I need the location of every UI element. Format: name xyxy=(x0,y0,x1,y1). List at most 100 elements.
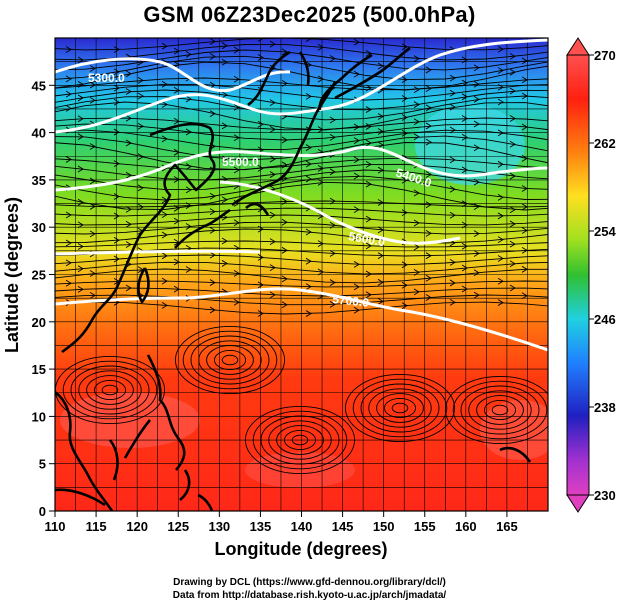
flow-arrow xyxy=(305,144,312,151)
flow-arrow xyxy=(449,258,456,266)
flow-arrow xyxy=(221,155,228,163)
flow-arrow xyxy=(161,80,168,88)
flow-arrow xyxy=(461,221,468,229)
flow-arrow xyxy=(113,128,120,136)
flow-arrow xyxy=(173,148,180,156)
flow-arrow xyxy=(425,66,432,74)
warm-patch-east xyxy=(480,400,548,460)
flow-arrow xyxy=(365,270,372,278)
coast-japan xyxy=(231,53,373,216)
flow-arrow xyxy=(365,160,372,168)
flow-arrow xyxy=(173,258,180,266)
flow-arrow xyxy=(89,143,96,150)
flow-arrow xyxy=(473,64,480,72)
streamline xyxy=(55,49,548,71)
flow-arrow xyxy=(497,160,504,168)
y-tick-label: 25 xyxy=(32,268,46,283)
streamline xyxy=(55,280,548,288)
flow-arrow xyxy=(425,274,432,282)
y-axis: 0 5 10 15 20 25 30 35 40 45 xyxy=(32,78,55,519)
flow-arrow xyxy=(113,255,120,263)
flow-arrow xyxy=(113,193,120,200)
flow-arrow xyxy=(497,129,504,137)
flow-arrow xyxy=(221,237,228,245)
circulation-streamline xyxy=(276,425,324,455)
flow-arrow xyxy=(461,166,468,174)
y-tick-label: 5 xyxy=(39,457,46,472)
flow-arrow xyxy=(125,88,132,95)
flow-arrow xyxy=(173,117,180,125)
streamline xyxy=(55,200,548,208)
flow-arrow xyxy=(521,185,528,192)
flow-arrow xyxy=(449,103,456,111)
flow-arrow xyxy=(221,260,228,267)
flow-arrow xyxy=(125,171,132,179)
flow-arrow xyxy=(65,259,72,267)
flow-arrow xyxy=(257,310,264,317)
x-tick-label: 140 xyxy=(291,519,313,534)
flow-arrow xyxy=(365,291,372,299)
streamline xyxy=(55,240,548,248)
streamline xyxy=(55,142,548,171)
circulation-streamline xyxy=(460,385,540,435)
flow-arrow xyxy=(425,252,432,260)
streamline xyxy=(55,214,548,226)
colorbar: 270 262 254 246 238 230 xyxy=(566,37,616,513)
circulation-streamline xyxy=(198,340,262,380)
circulation-streamline xyxy=(86,375,134,405)
streamline xyxy=(55,55,548,81)
flow-arrow xyxy=(509,115,516,122)
flow-arrow xyxy=(281,198,288,205)
flow-arrow xyxy=(353,156,360,164)
flow-arrow xyxy=(185,163,192,170)
flow-arrow xyxy=(365,139,372,147)
flow-arrow xyxy=(365,215,372,223)
contour-5600 xyxy=(219,180,461,245)
flow-arrow xyxy=(329,134,336,141)
flow-arrow xyxy=(401,76,408,84)
coastlines xyxy=(55,46,532,511)
flow-arrow xyxy=(173,176,180,183)
flow-arrow xyxy=(77,265,84,273)
x-tick-label: 160 xyxy=(455,519,477,534)
contour-5500 xyxy=(55,145,548,192)
flow-arrow xyxy=(449,279,456,287)
y-tick-label: 0 xyxy=(39,504,46,519)
flow-arrow xyxy=(281,246,288,254)
flow-arrow xyxy=(89,270,96,277)
flow-arrow xyxy=(137,184,144,192)
flow-arrow xyxy=(377,199,384,206)
flow-arrow xyxy=(233,104,240,111)
circulation-streamline xyxy=(260,415,340,465)
coast-new-guinea xyxy=(197,446,532,511)
flow-arrow xyxy=(353,283,360,291)
streamline xyxy=(55,261,548,275)
circulation-streamline xyxy=(291,434,309,446)
flow-arrow xyxy=(281,275,288,283)
flow-arrow xyxy=(185,186,192,194)
circulation-streamline xyxy=(252,410,348,470)
flow-arrow xyxy=(137,77,144,84)
flow-arrow xyxy=(401,281,408,289)
flow-arrow xyxy=(473,178,480,186)
flow-arrow xyxy=(329,301,336,308)
flow-arrow xyxy=(269,40,276,48)
flow-arrow xyxy=(425,294,432,301)
flow-arrow xyxy=(257,281,264,289)
flow-arrow xyxy=(449,299,456,306)
flow-arrow xyxy=(125,114,132,122)
flow-arrow xyxy=(353,260,360,268)
flow-arrow xyxy=(161,252,168,260)
flow-arrow xyxy=(209,306,216,314)
flow-arrow xyxy=(497,45,504,53)
flow-arrow xyxy=(65,104,72,112)
flow-arrow xyxy=(521,246,528,254)
flow-arrow xyxy=(461,133,468,141)
x-tick-label: 150 xyxy=(373,519,395,534)
circulation-streamline xyxy=(476,395,524,425)
flow-arrow xyxy=(377,166,384,174)
flow-arrow xyxy=(365,242,372,250)
flow-arrow xyxy=(425,201,432,209)
x-tick-label: 115 xyxy=(86,519,107,534)
colorbar-label-262: 262 xyxy=(594,136,616,151)
